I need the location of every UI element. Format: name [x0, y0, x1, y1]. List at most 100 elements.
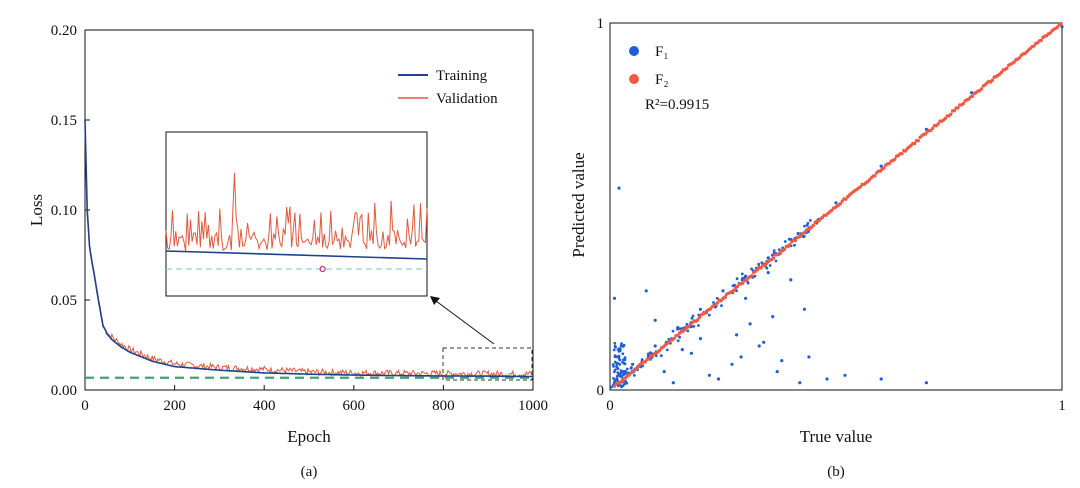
f1-point: [768, 264, 772, 267]
f1-point: [707, 313, 711, 317]
f1-point: [646, 354, 650, 358]
f2-point: [696, 318, 700, 322]
y-tick-label: 0.00: [51, 383, 77, 399]
f2-point: [683, 327, 687, 331]
inset-zoom: [165, 131, 428, 297]
f1-point: [622, 343, 626, 347]
f1-point: [770, 253, 774, 257]
f1-point: [698, 307, 703, 311]
f1-point: [775, 370, 779, 374]
f1-point: [879, 377, 883, 381]
f1-point: [665, 348, 669, 352]
scatter-legend: F₁ F₂ R²=0.9915: [629, 44, 709, 113]
f1-point: [970, 91, 974, 95]
f2-point: [686, 325, 691, 329]
f2-point: [912, 141, 917, 146]
f1-point: [843, 373, 847, 377]
f2-point: [829, 208, 834, 213]
panel-label-a: (a): [301, 464, 318, 480]
f1-point: [720, 304, 723, 307]
x-tick-label: 800: [432, 398, 455, 414]
f2-point: [750, 274, 754, 278]
f1-point: [646, 352, 650, 356]
loss-chart-panel: 0 200 400 600 800 1000 0.00 0.05 0.10 0.15 0.20 Tr…: [27, 23, 548, 480]
f1-point: [612, 348, 616, 352]
f1-point: [613, 355, 617, 359]
f2-point: [708, 307, 712, 311]
f1-point: [715, 296, 719, 300]
f2-point: [838, 202, 843, 206]
y-axis-label-loss: Loss: [27, 194, 46, 226]
f1-point: [690, 316, 694, 320]
f1-point: [616, 371, 620, 375]
f1-point: [802, 307, 807, 311]
f2-point: [1048, 31, 1052, 35]
f1-point: [644, 289, 648, 293]
f2-point: [887, 161, 891, 166]
f2-point: [811, 223, 816, 227]
f1-point: [619, 375, 622, 378]
f2-point: [873, 174, 877, 178]
f2-point: [916, 139, 920, 143]
legend-swatch-f1: [629, 46, 639, 56]
x-tick-label: 0: [81, 398, 89, 414]
loss-legend: Training Validation: [398, 68, 498, 107]
f2-point: [952, 108, 957, 113]
f1-point: [612, 296, 617, 300]
f1-point: [617, 186, 621, 190]
f2-point: [961, 101, 966, 106]
f1-point: [834, 201, 838, 205]
f2-point: [840, 199, 844, 203]
f2-point: [979, 87, 984, 91]
f1-point: [744, 296, 748, 300]
f1-point: [757, 262, 761, 266]
f2-point: [759, 266, 763, 270]
f2-point: [802, 231, 807, 235]
x-tick-label: 200: [163, 398, 186, 414]
f1-point: [750, 267, 753, 271]
legend-label-f1: F₁: [655, 44, 669, 60]
f2-point: [672, 336, 676, 341]
f1-point: [735, 333, 739, 337]
f1-point: [619, 369, 623, 373]
f2-point: [949, 112, 953, 117]
f1-point: [621, 352, 625, 356]
f1-point: [659, 354, 663, 358]
f2-point: [882, 166, 886, 170]
f1-point: [748, 322, 752, 326]
f2-point: [970, 94, 975, 99]
f1-point: [671, 381, 675, 385]
f2-point: [844, 197, 848, 201]
f1-point: [793, 243, 796, 247]
y-tick-label: 1: [597, 16, 605, 32]
f1-point: [924, 381, 929, 385]
f1-point: [735, 277, 739, 281]
f1-point: [772, 249, 776, 253]
f1-point: [924, 127, 929, 131]
y-tick-label: 0.10: [51, 203, 77, 219]
f1-point: [697, 313, 701, 317]
f2-point: [788, 242, 792, 247]
zoom-region-box: [442, 347, 533, 381]
f1-point: [787, 237, 791, 241]
f2-point: [1032, 44, 1036, 48]
f1-point: [623, 382, 626, 386]
f2-point: [723, 295, 727, 299]
f1-point: [698, 337, 703, 341]
f2-point: [658, 348, 662, 352]
f1-point: [1060, 25, 1064, 29]
y-tick-label: 0: [597, 383, 605, 399]
legend-label-f2: F₂: [655, 72, 669, 88]
y-tick-label: 0.15: [51, 113, 77, 129]
f2-point: [1005, 66, 1009, 70]
x-axis-label-true-value: True value: [800, 427, 873, 446]
f1-point: [803, 224, 806, 228]
y-tick-label: 0.20: [51, 23, 77, 39]
f1-point: [686, 329, 690, 333]
f1-point: [618, 349, 622, 353]
f1-point: [730, 362, 734, 366]
f1-point: [753, 274, 757, 278]
x-tick-label: 1: [1058, 398, 1066, 414]
f1-point: [619, 372, 623, 375]
f1-point: [613, 341, 617, 345]
